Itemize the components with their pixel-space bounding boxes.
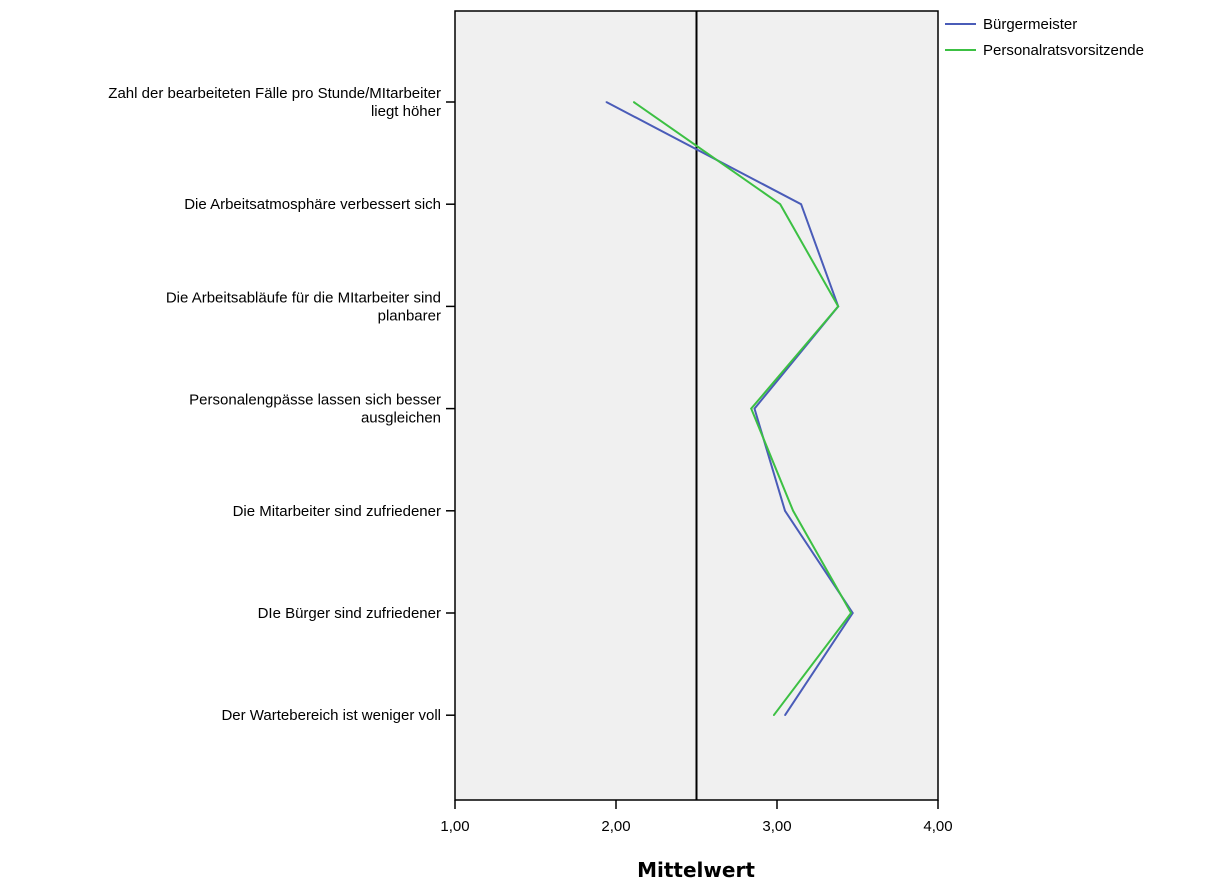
data-point <box>779 203 782 205</box>
data-point <box>784 510 786 512</box>
data-point <box>837 305 839 308</box>
category-label: Der Wartebereich ist weniger voll <box>221 707 441 724</box>
x-axis-title: Mittelwert <box>637 858 755 881</box>
data-point <box>753 407 756 410</box>
data-point <box>784 714 786 716</box>
legend-label: Bürgermeister <box>983 16 1077 33</box>
category-label: Personalengpässe lassen sich besser <box>189 392 441 409</box>
category-label: liegt höher <box>371 103 441 120</box>
data-point <box>850 612 852 614</box>
data-point <box>772 714 775 716</box>
x-tick-label: 4,00 <box>923 818 952 835</box>
data-point <box>605 101 608 103</box>
x-tick-label: 2,00 <box>601 818 630 835</box>
category-label: Die Mitarbeiter sind zufriedener <box>233 503 441 520</box>
data-point <box>851 612 854 614</box>
category-label: Die Arbeitsabläufe für die MItarbeiter s… <box>166 289 441 306</box>
category-label: planbarer <box>378 307 441 324</box>
x-tick-label: 3,00 <box>762 818 791 835</box>
data-point <box>800 203 802 205</box>
category-label: DIe Bürger sind zufriedener <box>258 605 441 622</box>
x-tick-label: 1,00 <box>440 818 469 835</box>
data-point <box>750 407 753 410</box>
legend-label: Personalratsvorsitzende <box>983 42 1144 59</box>
data-point <box>632 101 635 103</box>
category-label: ausgleichen <box>361 410 441 427</box>
category-label: Die Arbeitsatmosphäre verbessert sich <box>184 196 441 213</box>
data-point <box>792 510 794 512</box>
category-label: Zahl der bearbeiteten Fälle pro Stunde/M… <box>108 85 441 102</box>
